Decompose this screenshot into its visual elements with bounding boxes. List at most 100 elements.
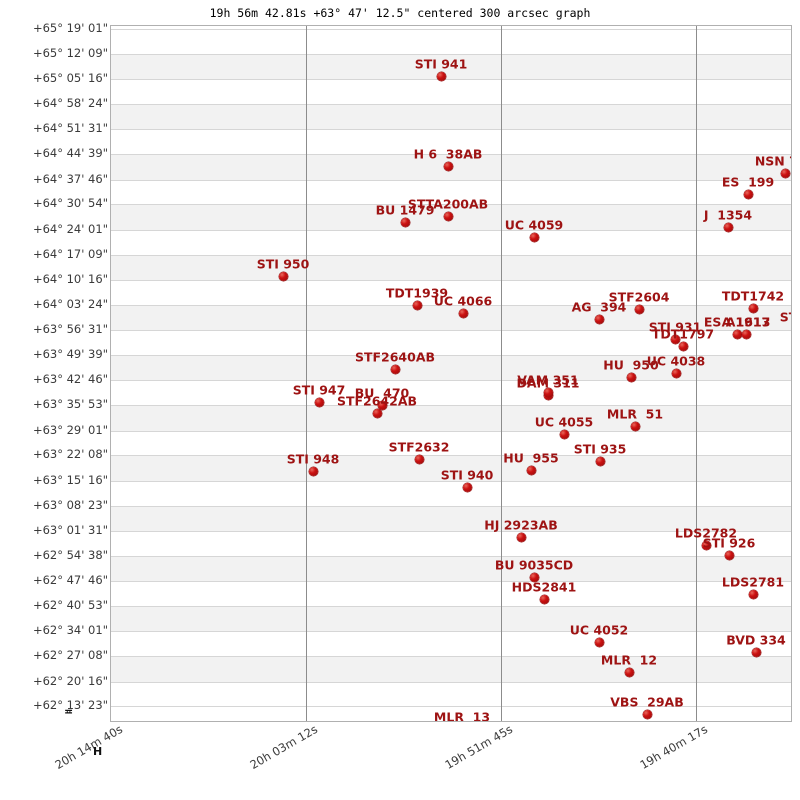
- star-dot[interactable]: [723, 222, 733, 232]
- gridline-horizontal: [111, 254, 791, 256]
- star-dot[interactable]: [741, 329, 751, 339]
- star-dot[interactable]: [670, 334, 680, 344]
- star-dot[interactable]: [642, 709, 652, 719]
- star-label: HU 950: [603, 357, 659, 373]
- star-dot[interactable]: [539, 594, 549, 604]
- grid-band: [111, 103, 791, 130]
- star-dot[interactable]: [595, 456, 605, 466]
- star-label: BU 9035CD: [494, 557, 574, 573]
- star-dot[interactable]: [458, 308, 468, 318]
- star-dot[interactable]: [278, 271, 288, 281]
- star-label: LDS2782: [674, 525, 738, 541]
- gridline-horizontal: [111, 581, 791, 583]
- y-axis-declination: +65° 19' 01" +65° 12' 09" +65° 05' 16" +64°…: [0, 21, 108, 720]
- y-axis-tick-label: +65° 05' 16": [32, 71, 108, 86]
- x-axis-tick-label: 20h 03m 12s: [247, 722, 320, 772]
- star-label: HDS2841: [511, 579, 577, 595]
- y-axis-tick-label: +64° 03' 24": [32, 296, 108, 311]
- star-label: J 1354: [703, 207, 753, 223]
- star-dot[interactable]: [751, 647, 761, 657]
- star-dot[interactable]: [412, 300, 422, 310]
- star-label: STI 926: [702, 535, 756, 551]
- star-label: AG 394: [571, 299, 627, 315]
- star-label: STI 948: [286, 451, 340, 467]
- star-dot[interactable]: [377, 400, 387, 410]
- star-dot[interactable]: [372, 408, 382, 418]
- star-label: UC 4052: [569, 622, 629, 638]
- star-dot[interactable]: [594, 637, 604, 647]
- star-dot[interactable]: [701, 540, 711, 550]
- star-label: HU 955: [503, 450, 559, 466]
- star-dot[interactable]: [526, 465, 536, 475]
- grid-band: [111, 405, 791, 431]
- star-dot[interactable]: [529, 572, 539, 582]
- star-label: STI 931: [648, 319, 702, 335]
- gridline-horizontal: [111, 631, 791, 633]
- star-dot[interactable]: [414, 454, 424, 464]
- star-dot[interactable]: [732, 329, 742, 339]
- y-axis-tick-label: +63° 29' 01": [32, 422, 108, 437]
- star-label: ES A1917: [703, 314, 771, 330]
- gridline-horizontal: [111, 555, 791, 557]
- star-dot[interactable]: [743, 189, 753, 199]
- star-label: STF2640AB: [354, 349, 436, 365]
- x-axis-tick-label: 19h 40m 17s: [637, 722, 710, 772]
- y-axis-tick-label: +63° 01' 31": [32, 523, 108, 538]
- y-axis-tick-label: +62° 27' 08": [32, 648, 108, 663]
- y-axis-tick-label: +64° 24' 01": [32, 221, 108, 236]
- star-label: A 1613: [721, 314, 771, 330]
- gridline-horizontal: [111, 29, 791, 31]
- star-dot[interactable]: [390, 364, 400, 374]
- star-dot[interactable]: [671, 368, 681, 378]
- star-dot[interactable]: [516, 532, 526, 542]
- star-dot[interactable]: [724, 550, 734, 560]
- gridline-vertical: [696, 26, 697, 721]
- y-axis-tick-label: +64° 44' 39": [32, 146, 108, 161]
- star-dot[interactable]: [436, 71, 446, 81]
- star-dot[interactable]: [780, 168, 790, 178]
- star-dot[interactable]: [443, 161, 453, 171]
- star-label: LDS2781: [721, 574, 785, 590]
- y-axis-tick-label: +62° 54' 38": [32, 547, 108, 562]
- gridline-horizontal: [111, 605, 791, 607]
- star-dot[interactable]: [748, 589, 758, 599]
- star-dot[interactable]: [630, 421, 640, 431]
- y-axis-tick-label: +62° 40' 53": [32, 597, 108, 612]
- star-dot[interactable]: [400, 217, 410, 227]
- star-dot[interactable]: [529, 232, 539, 242]
- star-label: BVD 334: [726, 632, 786, 648]
- star-dot[interactable]: [624, 667, 634, 677]
- y-axis-tick-label: +62° 47' 46": [32, 573, 108, 588]
- star-label: TDT1742: [721, 288, 785, 304]
- star-dot[interactable]: [634, 304, 644, 314]
- y-axis-tick-label: +63° 15' 16": [32, 472, 108, 487]
- star-label: STI 940: [440, 467, 494, 483]
- y-axis-tick-label: +64° 37' 46": [32, 171, 108, 186]
- star-label: HJ 2923AB: [484, 517, 558, 533]
- gridline-horizontal: [111, 430, 791, 432]
- star-dot[interactable]: [308, 466, 318, 476]
- gridline-horizontal: [111, 53, 791, 55]
- grid-band: [111, 254, 791, 281]
- star-dot[interactable]: [559, 429, 569, 439]
- star-dot[interactable]: [314, 397, 324, 407]
- gridline-horizontal: [111, 229, 791, 231]
- star-dot[interactable]: [543, 387, 553, 397]
- y-axis-tick-label: +63° 49' 39": [32, 346, 108, 361]
- star-dot[interactable]: [443, 211, 453, 221]
- star-label: ES 199: [721, 174, 775, 190]
- star-label: STF2632: [388, 439, 450, 455]
- star-dot[interactable]: [678, 341, 688, 351]
- star-dot[interactable]: [626, 372, 636, 382]
- star-dot[interactable]: [462, 482, 472, 492]
- star-label: STI 950: [256, 256, 310, 272]
- gridline-horizontal: [111, 280, 791, 282]
- y-axis-tick-label: +63° 08' 23": [32, 497, 108, 512]
- star-label: H 6 38AB: [413, 146, 483, 162]
- y-axis-tick-label: +63° 56' 31": [32, 322, 108, 337]
- star-label: STI 947: [292, 382, 346, 398]
- y-axis-tick-label: +64° 51' 31": [32, 121, 108, 136]
- star-dot[interactable]: [594, 314, 604, 324]
- star-dot[interactable]: [748, 303, 758, 313]
